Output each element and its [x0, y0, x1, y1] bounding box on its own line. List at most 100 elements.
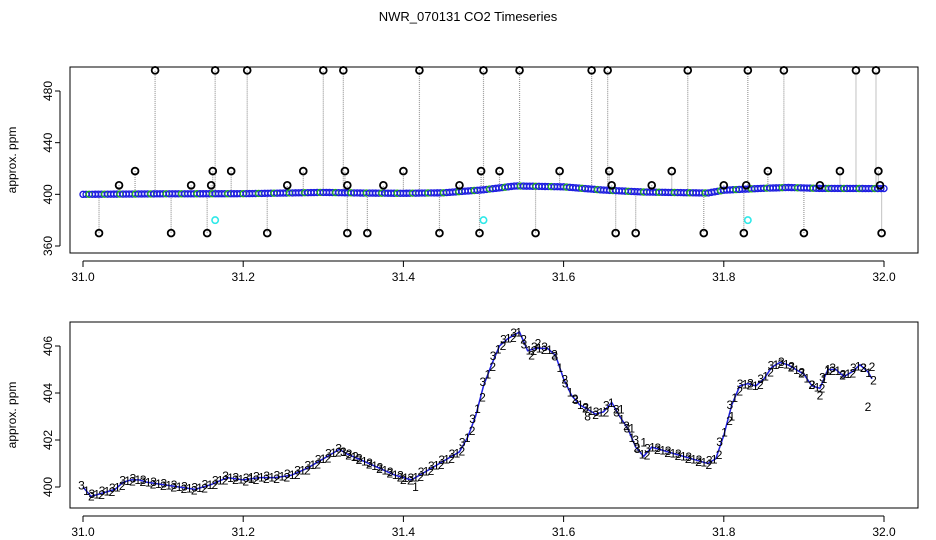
- series-point: 3: [449, 447, 456, 461]
- top-y-axis-label: approx. ppm: [5, 127, 19, 194]
- series-point: 2: [222, 474, 229, 488]
- flagged-point: [763, 166, 773, 176]
- series-point: 3: [469, 412, 476, 426]
- series-point: 3: [387, 465, 394, 479]
- top-baseline-points: [79, 182, 888, 199]
- bottom-x-tick-label: 31.6: [552, 525, 576, 539]
- flagged-point: [435, 228, 444, 238]
- series-point: 1: [855, 359, 862, 373]
- series-point: 3: [850, 361, 857, 375]
- series-point: 2: [757, 378, 764, 392]
- series-point: 2: [232, 473, 239, 487]
- series-point: 2: [531, 344, 538, 358]
- top-x-tick-label: 31.4: [392, 270, 416, 284]
- series-point: 3: [407, 471, 414, 485]
- flagged-point: [262, 228, 272, 238]
- top-x-axis: 31.0 31.2 31.4 31.6 31.8 32.0: [71, 260, 896, 284]
- series-point: 1: [330, 446, 337, 460]
- series-point: 2: [675, 449, 682, 463]
- flagged-point: [282, 180, 292, 190]
- series-point: 2: [839, 369, 846, 383]
- series-point: 3: [644, 442, 651, 456]
- series-point: 3: [88, 487, 95, 501]
- series-point: 2: [654, 443, 661, 457]
- flagged-point: [631, 228, 640, 238]
- annotation-label: 1: [412, 480, 419, 494]
- flagged-point: [415, 66, 424, 75]
- series-point: 2: [633, 441, 640, 455]
- series-point: 1: [803, 371, 810, 385]
- series-point: 2: [458, 445, 465, 459]
- series-point: 1: [505, 331, 512, 345]
- flagged-point: [479, 66, 488, 75]
- series-point: 3: [665, 444, 672, 458]
- annotation-label: 1: [618, 402, 625, 416]
- series-point: 3: [593, 405, 600, 419]
- series-point: 3: [78, 479, 85, 493]
- annotation-label: 2: [528, 348, 535, 362]
- series-point: 3: [685, 450, 692, 464]
- series-point: 2: [109, 485, 116, 499]
- bottom-y-tick-label: 402: [41, 430, 55, 450]
- bottom-y-tick-label: 406: [41, 336, 55, 356]
- series-point: 1: [598, 406, 605, 420]
- series-point: 2: [561, 372, 568, 386]
- flagged-point: [150, 66, 160, 75]
- series-point: 2: [407, 474, 414, 488]
- series-point: 3: [582, 401, 589, 415]
- top-x-tick-label: 31.8: [712, 270, 736, 284]
- series-point: 2: [479, 390, 486, 404]
- series-point: 2: [356, 453, 363, 467]
- top-x-tick-label: 32.0: [872, 270, 896, 284]
- series-point: 3: [531, 340, 538, 354]
- annotation-label: 2: [535, 337, 542, 351]
- flagged-point: [875, 180, 885, 190]
- series-point: 2: [304, 463, 311, 477]
- series-point: 3: [500, 333, 507, 347]
- series-point: 3: [726, 398, 733, 412]
- series-point: 1: [361, 455, 368, 469]
- flagged-point: [202, 228, 212, 238]
- series-point: 3: [624, 422, 631, 436]
- series-point: 3: [428, 459, 435, 473]
- flagged-point: [719, 180, 729, 190]
- series-point: 3: [706, 453, 713, 467]
- series-point: 2: [160, 479, 167, 493]
- series-point: 2: [541, 343, 548, 357]
- top-x-tick-label: 31.6: [552, 270, 576, 284]
- series-point: 2: [284, 471, 291, 485]
- top-x-tick-label: 31.0: [71, 270, 95, 284]
- annotation-label: 1: [825, 363, 832, 377]
- series-point: 2: [572, 392, 579, 406]
- top-y-tick-label: 400: [41, 184, 55, 204]
- series-point: 3: [171, 478, 178, 492]
- series-point: 3: [233, 471, 240, 485]
- series-point: 3: [654, 441, 661, 455]
- series-point: 3: [778, 355, 785, 369]
- series-point: 2: [273, 472, 280, 486]
- series-point: 3: [243, 471, 250, 485]
- series-point: 2: [695, 455, 702, 469]
- series-point: 2: [98, 488, 105, 502]
- flagged-point: [743, 66, 753, 75]
- series-point: 1: [474, 402, 481, 416]
- series-point: 1: [773, 358, 780, 372]
- series-point: 1: [93, 488, 100, 502]
- series-point: 1: [567, 385, 574, 399]
- series-point: 1: [320, 452, 327, 466]
- series-point: 2: [325, 451, 332, 465]
- flagged-point: [206, 180, 216, 190]
- annotation-label: 2: [817, 388, 824, 402]
- annotation-label: 1: [728, 410, 735, 424]
- series-point: 1: [711, 453, 718, 467]
- series-point: 3: [377, 461, 384, 475]
- series-point: 2: [808, 378, 815, 392]
- series-point: 1: [721, 426, 728, 440]
- series-point: 1: [793, 363, 800, 377]
- series-point: 3: [335, 441, 342, 455]
- series-point: 3: [480, 375, 487, 389]
- series-point: 1: [340, 445, 347, 459]
- series-point: 3: [160, 476, 167, 490]
- series-point: 2: [726, 414, 733, 428]
- series-point: 2: [417, 470, 424, 484]
